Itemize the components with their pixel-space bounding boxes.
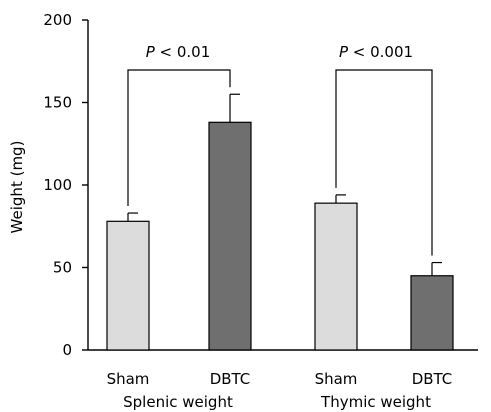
significance-bracket xyxy=(127,69,231,207)
x-tick-label: Sham xyxy=(107,370,150,388)
y-tick-label: 50 xyxy=(53,259,72,277)
significance-bracket xyxy=(335,69,433,256)
y-tick-label: 150 xyxy=(43,94,72,112)
group-label: Splenic weight xyxy=(123,393,233,411)
bar xyxy=(208,121,252,351)
bar xyxy=(106,220,150,351)
x-tick-label: DBTC xyxy=(412,370,453,388)
y-tick-label: 100 xyxy=(43,176,72,194)
bar xyxy=(314,202,358,351)
bar xyxy=(410,275,454,351)
y-tick-label: 200 xyxy=(43,11,72,29)
plot-area: P < 0.01 P < 0.001 xyxy=(106,43,454,351)
x-tick-label: DBTC xyxy=(210,370,251,388)
x-labels: Sham DBTC Splenic weight Sham DBTC Thymic wei… xyxy=(107,370,453,411)
y-tick-label: 0 xyxy=(62,341,72,359)
x-tick-label: Sham xyxy=(315,370,358,388)
group-label: Thymic weight xyxy=(320,393,431,411)
y-ticks: 0 50 100 150 200 xyxy=(43,11,88,359)
p-value-label: P < 0.01 xyxy=(146,43,211,61)
p-value-label: P < 0.001 xyxy=(339,43,413,61)
y-axis-label: Weight (mg) xyxy=(8,141,26,234)
